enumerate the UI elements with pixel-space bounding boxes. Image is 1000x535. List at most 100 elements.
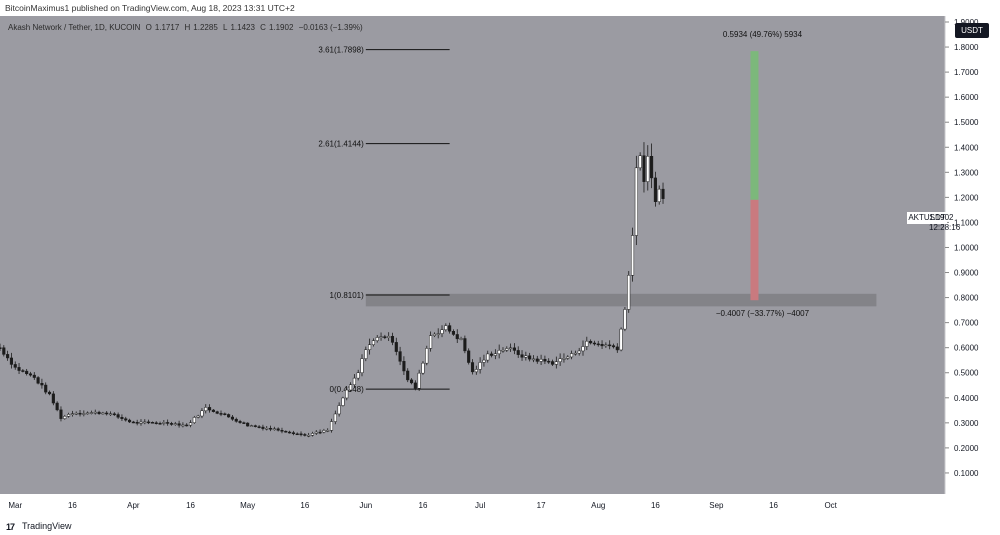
- candle-body: [662, 189, 665, 198]
- candle-body: [570, 354, 573, 357]
- candle-body: [502, 350, 505, 351]
- candle-body: [41, 383, 44, 385]
- candle-body: [178, 424, 181, 426]
- candle-body: [586, 341, 589, 346]
- candle-body: [578, 351, 581, 353]
- y-tick-label: 1.2000: [954, 193, 979, 202]
- candle-body: [555, 362, 558, 365]
- candle-body: [243, 423, 246, 424]
- candle-body: [376, 337, 379, 340]
- candle-body: [620, 329, 623, 350]
- candle-body: [83, 413, 86, 414]
- candle-body: [624, 309, 627, 329]
- x-tick-label: 16: [300, 501, 309, 510]
- open-value: 1.1717: [155, 23, 179, 32]
- close-value: 1.1902: [269, 23, 293, 32]
- x-tick-label: Jun: [359, 501, 372, 510]
- candle-body: [528, 356, 531, 359]
- candle-body: [10, 358, 13, 364]
- y-tick-label: 0.3000: [954, 419, 979, 428]
- x-tick-label: Apr: [127, 501, 140, 510]
- candle-body: [418, 373, 421, 388]
- candle-body: [365, 350, 368, 359]
- candle-body: [517, 350, 520, 354]
- candle-body: [589, 341, 592, 343]
- x-tick-label: 16: [651, 501, 660, 510]
- x-tick-label: May: [240, 501, 255, 510]
- candle-body: [227, 414, 230, 417]
- price-chart[interactable]: 0.1000 0.2000 0.3000 0.4000 0.5000 0.6000 0.70…: [0, 16, 1000, 518]
- candle-body: [254, 426, 257, 427]
- x-tick-label: 16: [68, 501, 77, 510]
- change-value: −0.0163 (−1.39%): [299, 23, 363, 32]
- candle-body: [456, 334, 459, 338]
- candle-body: [182, 425, 185, 426]
- candle-body: [288, 432, 291, 433]
- price-axis-background: [945, 16, 1000, 518]
- candle-body: [37, 378, 40, 384]
- candle-body: [292, 433, 295, 434]
- y-tick-label: 1.0000: [954, 243, 979, 252]
- candle-body: [464, 339, 467, 351]
- candle-body: [269, 428, 272, 429]
- y-tick-label: 0.9000: [954, 269, 979, 278]
- y-tick-label: 1.7000: [954, 68, 979, 77]
- candle-body: [551, 362, 554, 365]
- y-tick-label: 0.2000: [954, 444, 979, 453]
- candle-body: [216, 412, 219, 414]
- candle-body: [627, 275, 630, 309]
- candle-body: [14, 364, 17, 367]
- x-tick-label: Oct: [824, 501, 837, 510]
- candle-body: [612, 346, 615, 347]
- candle-body: [540, 359, 543, 361]
- candle-body: [563, 358, 566, 359]
- y-tick-label: 1.5000: [954, 118, 979, 127]
- candle-body: [151, 422, 154, 423]
- x-tick-label: 16: [419, 501, 428, 510]
- candle-body: [326, 430, 329, 431]
- candle-body: [174, 424, 177, 425]
- candle-body: [304, 434, 307, 435]
- candle-body: [368, 345, 371, 350]
- last-price-label: 1.1902 12:28:16: [927, 212, 995, 236]
- candle-body: [44, 385, 47, 392]
- candle-body: [284, 431, 287, 432]
- candle-body: [296, 434, 299, 435]
- high-value: 1.2285: [193, 23, 217, 32]
- candle-body: [342, 398, 345, 406]
- fib-level-label: 1(0.8101): [330, 291, 365, 300]
- candle-body: [193, 417, 196, 422]
- candle-body: [189, 423, 192, 425]
- candle-body: [395, 342, 398, 351]
- candle-body: [67, 414, 70, 416]
- candle-body: [63, 416, 66, 418]
- candle-body: [25, 371, 28, 374]
- low-label: L: [223, 23, 227, 32]
- candle-body: [471, 363, 474, 372]
- last-price-value: 1.1902: [929, 213, 953, 222]
- candle-body: [147, 422, 150, 423]
- candle-body: [532, 359, 535, 360]
- symbol-name: Akash Network / Tether, 1D, KUCOIN: [8, 23, 140, 32]
- chart-background: [0, 16, 1000, 518]
- candle-body: [566, 357, 569, 358]
- candle-body: [384, 337, 387, 338]
- candle-body: [536, 359, 539, 362]
- candle-body: [544, 359, 547, 361]
- chart-frame[interactable]: 0.1000 0.2000 0.3000 0.4000 0.5000 0.6000 0.70…: [0, 16, 1000, 518]
- bar-countdown: 12:28:16: [929, 223, 960, 232]
- currency-button[interactable]: USDT: [955, 23, 989, 38]
- candle-body: [159, 423, 162, 424]
- candle-body: [486, 354, 489, 360]
- candle-body: [3, 348, 6, 355]
- candle-body: [201, 411, 204, 416]
- y-tick-label: 0.1000: [954, 469, 979, 478]
- x-tick-label: Aug: [591, 501, 605, 510]
- candle-body: [319, 432, 322, 433]
- candle-body: [452, 331, 455, 334]
- candle-body: [315, 432, 318, 433]
- candle-body: [643, 156, 646, 182]
- target-label: 0.5934 (49.76%) 5934: [723, 30, 803, 39]
- candle-body: [433, 334, 436, 336]
- support-zone: [366, 294, 877, 307]
